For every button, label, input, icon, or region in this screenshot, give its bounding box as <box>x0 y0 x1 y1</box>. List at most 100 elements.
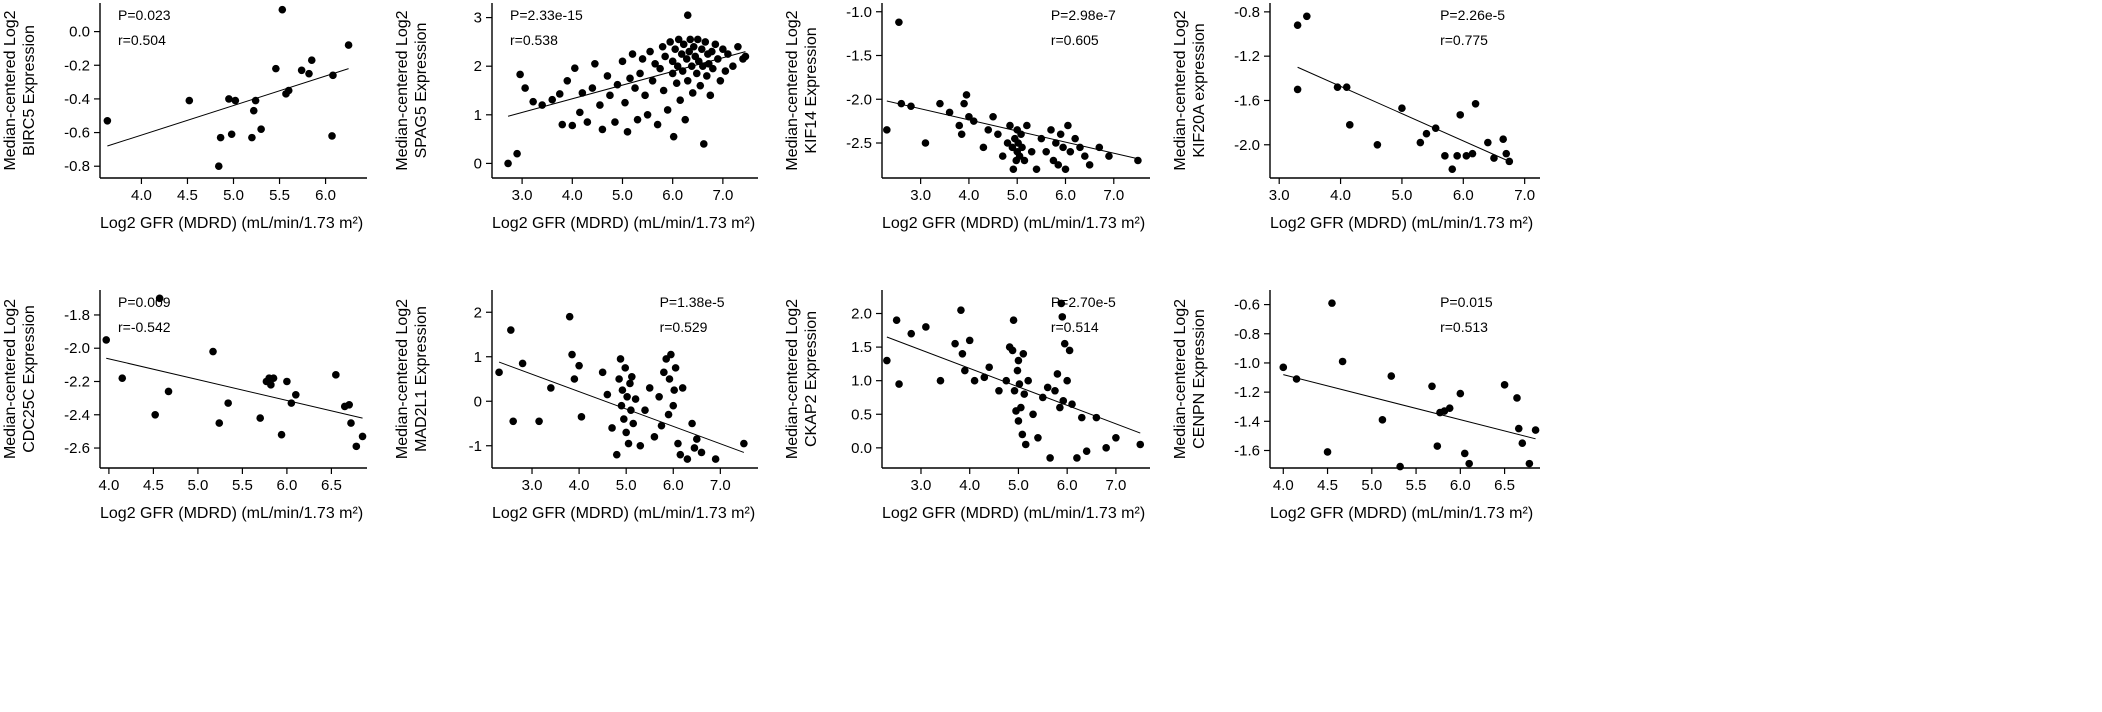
x-tick-label: 4.5 <box>1317 477 1338 494</box>
data-point <box>1056 403 1064 412</box>
data-point <box>1293 85 1302 94</box>
data-point <box>1378 416 1387 424</box>
x-axis-label: Log2 GFR (MDRD) (mL/min/1.73 m²) <box>1270 215 1533 232</box>
x-axis-label: Log2 GFR (MDRD) (mL/min/1.73 m²) <box>492 505 755 522</box>
scatter-panel-kif14: 3.0 4.0 5.0 6.0 7.0 -1.0 -1.5 -2.0 -2.5 Log2 GFR … <box>784 3 1150 232</box>
x-tick-label: 7.0 <box>712 187 733 204</box>
scatter-panel-ckap2: 3.0 4.0 5.0 6.0 7.0 2.0 1.5 1.0 0.5 0.0 Log2 GFR (… <box>784 290 1150 522</box>
data-point <box>1471 99 1480 108</box>
data-point <box>1020 156 1029 165</box>
data-point <box>613 80 622 89</box>
data-point <box>678 67 687 75</box>
data-point <box>620 415 628 423</box>
data-point <box>692 435 701 443</box>
data-point <box>1008 346 1017 355</box>
data-point <box>1448 165 1457 173</box>
data-point <box>1058 313 1067 321</box>
x-tick-label: 4.0 <box>98 477 119 494</box>
y-tick-label: -2.0 <box>64 340 90 357</box>
x-tick-label: 7.0 <box>710 477 731 494</box>
data-point <box>683 455 692 463</box>
y-tick-label: -0.6 <box>64 125 90 142</box>
data-point <box>535 417 543 426</box>
data-point <box>1396 462 1404 471</box>
data-point <box>307 56 316 65</box>
data-point <box>209 347 217 356</box>
r-value-annotation: r=0.775 <box>1440 32 1488 48</box>
data-point <box>682 55 691 63</box>
data-point <box>623 128 632 136</box>
y-axis-label-line2: SPAG5 Expression <box>413 23 430 159</box>
data-point <box>1136 440 1145 449</box>
data-point <box>269 374 278 382</box>
data-point <box>628 50 637 58</box>
data-point <box>1021 440 1030 449</box>
data-point <box>1505 157 1514 166</box>
data-point <box>1112 433 1120 442</box>
data-point <box>1373 140 1382 149</box>
data-point <box>1456 389 1465 398</box>
data-point <box>231 96 240 105</box>
data-point <box>969 117 978 125</box>
data-point <box>578 89 587 97</box>
data-point <box>1456 111 1465 119</box>
data-point <box>615 375 623 383</box>
data-point <box>1052 139 1060 147</box>
data-point <box>1428 382 1436 391</box>
data-point <box>677 50 686 58</box>
data-point <box>970 376 979 385</box>
data-point <box>671 45 679 53</box>
data-point <box>719 45 727 53</box>
data-point <box>1043 383 1052 392</box>
data-point <box>1484 138 1492 147</box>
data-point <box>689 42 698 51</box>
data-point <box>1065 346 1074 355</box>
data-point <box>577 413 586 421</box>
data-point <box>960 99 968 108</box>
data-point <box>650 433 659 441</box>
data-point <box>1009 165 1018 174</box>
x-tick-label: 6.5 <box>1494 477 1515 494</box>
data-point <box>683 11 692 19</box>
x-tick-label: 3.0 <box>910 187 931 204</box>
data-point <box>692 69 701 78</box>
y-axis-label-line2: KIF20A expression <box>1191 23 1208 157</box>
data-point <box>1060 339 1069 348</box>
y-tick-label: -1.0 <box>846 4 872 21</box>
data-point <box>227 130 236 139</box>
data-point <box>352 442 361 451</box>
y-tick-label: -1.8 <box>64 307 90 324</box>
data-point <box>1500 381 1509 389</box>
data-point <box>636 441 645 450</box>
data-point <box>676 96 685 105</box>
data-point <box>608 424 616 432</box>
scatter-panel-spag5: 3.0 4.0 5.0 6.0 7.0 0 1 2 3 Log2 GFR (MDRD) (mL/m… <box>394 3 758 232</box>
data-point <box>1293 21 1302 29</box>
x-tick-label: 6.5 <box>321 477 342 494</box>
data-point <box>1525 459 1534 468</box>
data-point <box>638 55 647 63</box>
data-point <box>1054 161 1063 169</box>
data-point <box>332 371 340 379</box>
data-point <box>1387 372 1396 380</box>
data-point <box>660 368 668 377</box>
data-point <box>673 62 682 70</box>
data-point <box>102 336 111 344</box>
data-point <box>907 102 915 111</box>
data-point <box>651 59 659 68</box>
y-tick-label: -1.2 <box>1234 384 1260 401</box>
data-point <box>598 368 607 377</box>
data-point <box>622 428 630 437</box>
data-point <box>714 55 722 63</box>
data-point <box>696 81 705 90</box>
data-point <box>686 35 695 44</box>
data-point <box>1279 363 1288 372</box>
data-point <box>529 97 537 106</box>
y-axis-label-line2: BIRC5 Expression <box>21 25 38 156</box>
x-tick-label: 7.0 <box>1514 187 1535 204</box>
data-point <box>1063 376 1071 385</box>
data-point <box>985 363 993 372</box>
data-point <box>1047 126 1055 134</box>
data-point <box>1292 375 1301 383</box>
data-point <box>648 76 657 85</box>
